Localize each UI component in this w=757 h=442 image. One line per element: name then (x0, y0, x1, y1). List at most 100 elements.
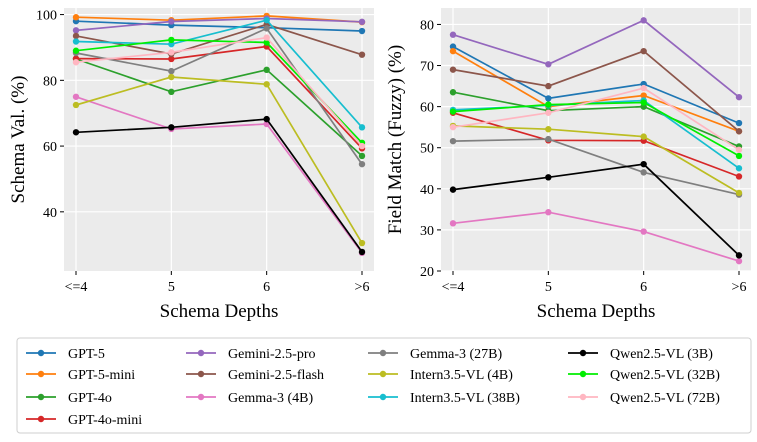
series-line (452, 45, 740, 124)
series-line (75, 36, 363, 147)
data-point (168, 36, 175, 44)
data-point (72, 27, 80, 34)
series-line (75, 17, 363, 32)
data-point (545, 95, 552, 102)
series-line (452, 125, 740, 194)
data-point (168, 67, 175, 75)
legend-label: Qwen2.5-VL (3B) (610, 347, 713, 362)
y-tick-label: 80 (43, 74, 57, 89)
series-line (452, 163, 740, 257)
x-tick-label: <=4 (442, 280, 465, 295)
data-point (735, 252, 743, 259)
legend-item-gemini-2-5-flash: Gemini-2.5-flash (186, 368, 324, 383)
data-point (449, 31, 457, 38)
legend-label: Gemma-3 (27B) (410, 347, 502, 362)
series-line (75, 27, 363, 165)
legend-label: GPT-5-mini (68, 368, 135, 383)
series-qwen2-5-vl-3b (449, 160, 743, 259)
legend-frame (16, 337, 752, 434)
y-tick-label: 70 (420, 60, 434, 75)
legend-item-qwen2-5-vl-72b: Qwen2.5-VL (72B) (568, 391, 720, 406)
y-tick-label: 60 (43, 140, 57, 155)
data-point (263, 16, 270, 24)
legend-marker (379, 349, 387, 357)
legend-marker (579, 349, 587, 357)
data-point (168, 88, 175, 96)
series-line (75, 76, 363, 244)
legend-item-gpt-5-mini: GPT-5-mini (26, 368, 135, 383)
series-qwen2-5-vl-72b (72, 34, 366, 150)
data-point (449, 108, 457, 115)
data-point (545, 61, 552, 68)
y-tick-label: 20 (420, 265, 434, 280)
field-match-chart: 20 30 40 50 60 70 80 <=4 5 6 >6 Schema Depths Field … (385, 8, 751, 322)
legend-marker (37, 349, 45, 357)
data-point (449, 123, 457, 131)
series-line (452, 101, 740, 157)
x-tick-label: 5 (168, 280, 175, 295)
series-qwen2-5-vl-3b (72, 115, 366, 256)
data-point (358, 18, 366, 26)
series-intern3-5-vl-4b (72, 73, 366, 247)
series-gemini-2-5-flash (449, 47, 743, 135)
legend-item-intern3-5-vl-38b: Intern3.5-VL (38B) (368, 391, 520, 406)
legend-label: Qwen2.5-VL (72B) (610, 391, 720, 406)
legend-marker (579, 370, 587, 378)
data-point (735, 189, 743, 197)
data-point (640, 228, 647, 235)
data-point (735, 257, 743, 265)
series-gemma-3-4b (449, 209, 743, 265)
series-intern3-5-vl-38b (72, 16, 366, 131)
data-point (168, 49, 175, 56)
y-axis-label: Field Match (Fuzzy) (%) (385, 45, 406, 234)
data-point (735, 119, 743, 127)
data-point (168, 55, 175, 63)
series-line (452, 91, 740, 148)
data-point (358, 124, 366, 131)
legend-item-gemma-3-4b: Gemma-3 (4B) (186, 391, 313, 406)
data-point (72, 93, 80, 100)
y-tick-label: 50 (420, 142, 434, 157)
legend-label: GPT-5 (68, 347, 105, 362)
x-tick-label: >6 (732, 280, 747, 295)
data-point (72, 38, 80, 45)
legend-label: Gemma-3 (4B) (228, 391, 313, 406)
legend-marker (379, 393, 387, 401)
data-point (449, 137, 457, 145)
data-point (358, 51, 366, 58)
data-point (640, 92, 647, 99)
legend-item-intern3-5-vl-4b: Intern3.5-VL (4B) (368, 368, 513, 383)
data-point (449, 220, 457, 227)
legend-label: GPT-4o-mini (68, 413, 142, 428)
data-point (263, 115, 270, 123)
data-point (735, 146, 743, 153)
legend-item-qwen2-5-vl-32b: Qwen2.5-VL (32B) (568, 368, 720, 383)
data-point (168, 124, 175, 131)
legend-label: Gemini-2.5-flash (228, 368, 324, 383)
data-point (735, 93, 743, 101)
series-line (452, 19, 740, 98)
legend-label: GPT-4o (68, 391, 112, 406)
legend-label: Intern3.5-VL (4B) (410, 368, 513, 383)
series-line (75, 118, 363, 253)
data-point (735, 128, 743, 135)
legend-item-gpt-5: GPT-5 (26, 347, 105, 362)
data-point (449, 43, 457, 50)
y-tick-label: 40 (420, 183, 434, 198)
data-point (735, 152, 743, 160)
legend-item-gemini-2-5-pro: Gemini-2.5-pro (186, 347, 315, 362)
x-tick-label: 6 (640, 280, 647, 295)
plot-area (64, 8, 374, 271)
data-point (72, 129, 80, 136)
data-point (449, 89, 457, 96)
legend-marker (579, 393, 587, 401)
schema-validity-chart: 40 60 80 100 <=4 5 6 >6 Schema Depths Schema Val.… (8, 8, 374, 322)
legend-label: Intern3.5-VL (38B) (410, 391, 520, 406)
data-point (449, 47, 457, 55)
plot-area (441, 8, 751, 271)
x-tick-label: <=4 (65, 280, 88, 295)
legend-marker (197, 370, 205, 378)
series-line (75, 20, 363, 32)
x-tick-label: 6 (263, 280, 270, 295)
